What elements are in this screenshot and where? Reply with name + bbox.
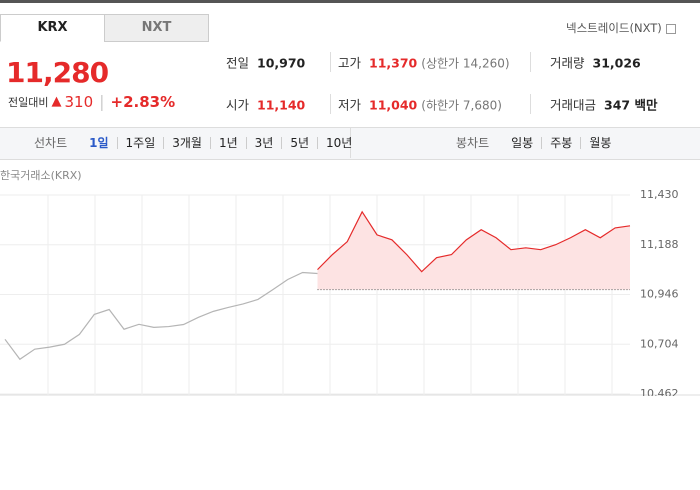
toolbar-label: 선차트 bbox=[34, 136, 68, 150]
stat: 거래대금 347 백만 bbox=[550, 95, 657, 114]
stat-value: 11,040 bbox=[369, 97, 418, 113]
stat: 거래량 31,026 bbox=[550, 53, 641, 72]
stat-value: 11,140 bbox=[257, 97, 306, 113]
divider bbox=[530, 52, 531, 72]
period-button[interactable]: 3년 bbox=[245, 137, 282, 149]
chart-title: 한국거래소(KRX) bbox=[0, 169, 82, 182]
stat-label: 시가 bbox=[226, 97, 250, 113]
nxt-link-text[interactable]: 넥스트레이드(NXT) bbox=[566, 21, 662, 35]
stat-value: 31,026 bbox=[592, 55, 641, 71]
period-button[interactable]: 10년 bbox=[317, 137, 360, 149]
stat-label: 고가 bbox=[338, 55, 362, 71]
candle-chart-toolbar: 봉차트 일봉 주봉 월봉 bbox=[448, 128, 619, 158]
period-button[interactable]: 1주일 bbox=[116, 137, 164, 149]
stat-label: 전일 bbox=[226, 55, 250, 71]
stat-label: 저가 bbox=[338, 97, 362, 113]
change-row: 전일대비 ▲ 310 | +2.83% bbox=[8, 92, 175, 111]
stat-label: 거래량 bbox=[550, 55, 585, 71]
stat-value: 347 백만 bbox=[604, 97, 658, 113]
stat-label: 거래대금 bbox=[550, 97, 597, 113]
period-button[interactable]: 3개월 bbox=[163, 137, 210, 149]
separator: | bbox=[99, 92, 105, 111]
y-tick-label: 11,188 bbox=[640, 238, 679, 251]
change-label: 전일대비 bbox=[8, 95, 49, 109]
price-line bbox=[4, 271, 318, 361]
y-tick-label: 10,946 bbox=[640, 288, 679, 301]
toolbar-divider bbox=[350, 128, 351, 158]
current-price: 11,280 bbox=[6, 56, 109, 89]
top-border bbox=[0, 0, 700, 3]
y-tick-label: 10,462 bbox=[640, 387, 679, 396]
stat: 전일 10,970 bbox=[226, 53, 305, 72]
divider bbox=[330, 94, 331, 114]
up-arrow: ▲ bbox=[51, 94, 62, 109]
tab-nxt[interactable]: NXT bbox=[104, 14, 209, 42]
tab-krx[interactable]: KRX bbox=[0, 14, 105, 42]
change-percent: +2.83% bbox=[110, 92, 176, 111]
area-fill bbox=[317, 211, 630, 290]
price-line bbox=[317, 210, 631, 273]
change-amount: 310 bbox=[64, 92, 94, 111]
divider bbox=[330, 52, 331, 72]
period-button[interactable]: 주봉 bbox=[541, 137, 580, 149]
period-button[interactable]: 5년 bbox=[281, 137, 317, 149]
line-chart-toolbar: 선차트 1일 1주일 3개월 1년 3년 5년 10년 bbox=[26, 128, 360, 158]
stat: 시가 11,140 bbox=[226, 95, 305, 114]
divider bbox=[530, 94, 531, 114]
stat: 저가 11,040 (하한가 7,680) bbox=[338, 95, 502, 114]
help-icon[interactable] bbox=[665, 23, 676, 34]
period-button[interactable]: 일봉 bbox=[511, 136, 534, 150]
stat-note: (상한가 14,260) bbox=[421, 56, 510, 71]
y-tick-label: 10,704 bbox=[640, 337, 679, 350]
stat: 고가 11,370 (상한가 14,260) bbox=[338, 53, 510, 72]
period-button[interactable]: 월봉 bbox=[580, 137, 619, 149]
y-tick-label: 11,430 bbox=[640, 188, 679, 201]
period-button[interactable]: 1년 bbox=[209, 137, 246, 149]
stat-value: 11,370 bbox=[369, 55, 418, 71]
stat-note: (하한가 7,680) bbox=[421, 98, 502, 113]
toolbar-label: 봉차트 bbox=[456, 136, 490, 150]
period-button[interactable]: 1일 bbox=[89, 136, 109, 150]
stat-value: 10,970 bbox=[257, 55, 306, 71]
chart: 한국거래소(KRX) 10,462 10,704 10,946 11,188 11,43… bbox=[0, 169, 700, 396]
nxt-link[interactable]: 넥스트레이드(NXT) bbox=[566, 20, 676, 36]
